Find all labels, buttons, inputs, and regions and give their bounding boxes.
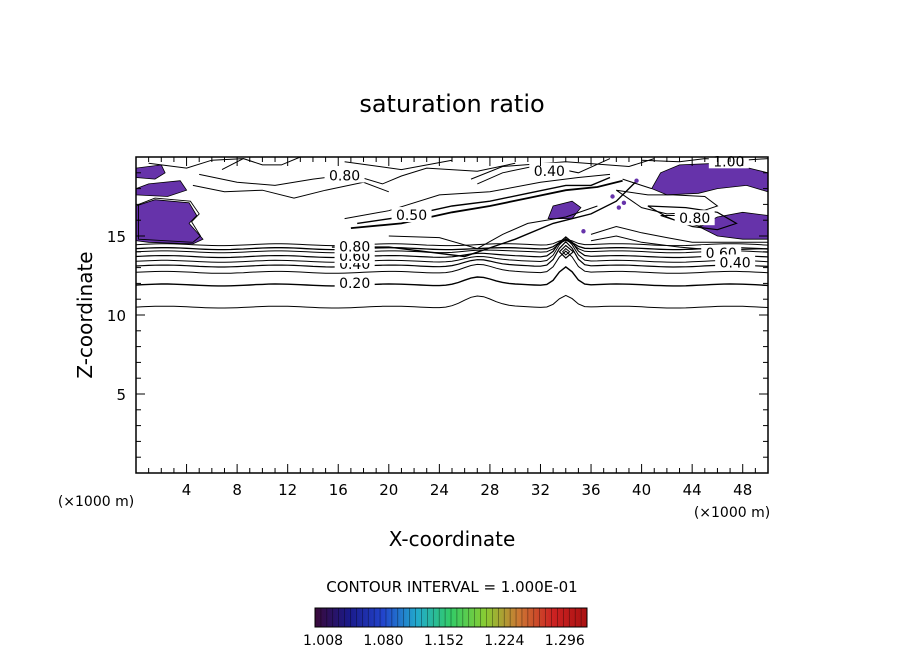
y-tick-labels: 5 10 15 [107, 228, 126, 404]
contour-label-bg [674, 210, 715, 226]
supersaturated-region [547, 200, 582, 219]
y-tick-label: 15 [107, 228, 126, 246]
z-unit-label: (×1000 m) [58, 494, 134, 510]
contour-label-bg [324, 167, 365, 183]
contour-line [558, 244, 575, 259]
y-tick-label: 5 [116, 386, 126, 404]
contour-line [135, 250, 769, 274]
contour-line [388, 205, 598, 250]
contour-line [590, 225, 768, 243]
supersaturated-speck [616, 205, 622, 210]
x-unit-label: (×1000 m) [694, 505, 770, 521]
contour-label: 1.00 [713, 154, 744, 170]
x-axis-label: X-coordinate [389, 527, 516, 551]
x-tick-label: 8 [232, 481, 242, 499]
contour-line [135, 237, 769, 263]
contour-label-bg [334, 274, 375, 290]
y-axis-ticks [136, 172, 768, 458]
contour-line [138, 197, 202, 243]
contour-line [199, 162, 516, 186]
contour-label: 0.40 [720, 255, 751, 271]
plot-frame [135, 156, 769, 474]
x-tick-label: 16 [329, 481, 348, 499]
colorbar-tick-label: 1.008 [303, 633, 343, 649]
contour-line [148, 158, 244, 169]
colorbar-tick-label: 1.224 [484, 633, 524, 649]
supersaturated-region [135, 199, 204, 245]
contour-label: 0.80 [339, 240, 370, 256]
contour-line [344, 173, 611, 220]
contour-line [622, 178, 652, 190]
contour-line [135, 294, 769, 309]
colorbar-tick-label: 1.152 [424, 633, 464, 649]
contour-label-bg [391, 207, 432, 223]
x-tick-label: 20 [379, 481, 398, 499]
contour-line [192, 181, 389, 199]
contour-line [135, 239, 769, 251]
contour-line [135, 238, 769, 247]
supersaturated-region [135, 180, 188, 197]
contour-label-bg [334, 238, 375, 254]
y-axis-label: Z-coordinate [73, 251, 97, 378]
x-tick-label: 40 [632, 481, 651, 499]
supersaturated-speck [581, 229, 586, 234]
contour-line [135, 236, 769, 259]
x-tick-label: 28 [480, 481, 499, 499]
x-tick-label: 4 [182, 481, 192, 499]
x-axis-ticks [148, 157, 756, 473]
supersaturated-speck [621, 200, 627, 206]
supersaturated-speck [634, 178, 639, 183]
contour-label: 0.80 [329, 169, 360, 185]
x-tick-label: 32 [531, 481, 550, 499]
contour-line [561, 247, 571, 256]
colorbar-labels: 1.008 1.080 1.152 1.224 1.296 [303, 633, 585, 649]
contour-line [135, 266, 769, 287]
contour-line [135, 240, 769, 268]
chart-title: saturation ratio [359, 90, 544, 118]
contour-label: 0.20 [339, 276, 370, 292]
colorbar-tick-label: 1.080 [363, 633, 403, 649]
x-tick-label: 24 [430, 481, 449, 499]
x-tick-label: 44 [683, 481, 702, 499]
x-tick-label: 48 [733, 481, 752, 499]
contour-label-bg [715, 254, 756, 270]
supersaturated-regions [135, 162, 769, 245]
supersaturated-region [135, 164, 166, 180]
contour-line [616, 189, 719, 215]
contour-label: 0.40 [534, 164, 565, 180]
contour-label: 0.80 [679, 211, 710, 227]
x-tick-label: 12 [278, 481, 297, 499]
contour-label: 0.50 [396, 208, 427, 224]
x-tick-label: 36 [581, 481, 600, 499]
contour-line [135, 239, 769, 254]
supersaturated-speck [610, 194, 615, 199]
contour-interval-text: CONTOUR INTERVAL = 1.000E-01 [326, 578, 577, 596]
contour-lines [135, 156, 769, 309]
y-tick-label: 10 [107, 307, 126, 325]
contour-line [331, 181, 636, 258]
contour-labels: 0.200.400.600.800.800.500.401.000.800.60… [324, 153, 756, 292]
colorbar-stripes [320, 608, 582, 627]
x-tick-labels: 4 8 12 16 20 24 28 32 36 40 44 48 [182, 481, 752, 499]
contour-label-bg [529, 162, 570, 178]
contour-line [344, 159, 453, 171]
colorbar-tick-label: 1.296 [545, 633, 585, 649]
